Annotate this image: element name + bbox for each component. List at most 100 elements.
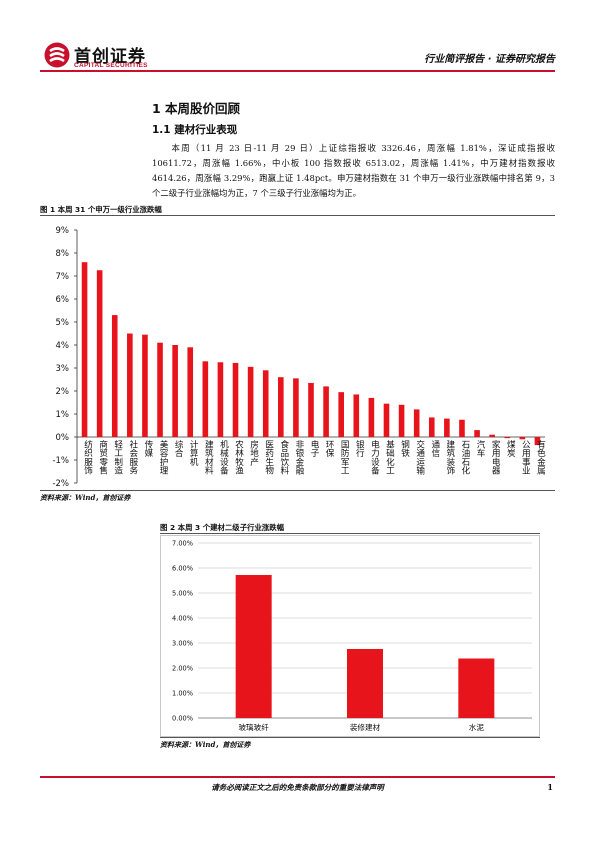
chart1-y-tick-label: -2%: [52, 479, 69, 489]
report-type: 行业简评报告 · 证券研究报告: [424, 54, 555, 65]
chart1-bar: [232, 362, 239, 437]
chart2-bar: [458, 658, 495, 718]
chart1-category-label: 轻工制造: [113, 439, 123, 476]
chart1-category-label: 交通运输: [415, 439, 425, 476]
chart2-y-tick-label: 7.00%: [172, 540, 193, 548]
chart1-bar: [127, 333, 133, 437]
chart1-y-tick-label: 5%: [56, 318, 70, 328]
chart1-category-label: 社会服务: [128, 439, 138, 476]
chart1-bar: [293, 378, 299, 437]
footer-divider: [40, 776, 555, 778]
logo-text-en: CAPITAL SECURITIES: [74, 62, 148, 69]
chart1-bar: [489, 434, 495, 437]
chart1-category-label: 房地产: [249, 439, 259, 467]
chart2-y-tick-label: 6.00%: [172, 565, 193, 573]
logo-mark-icon: [44, 42, 70, 68]
chart1-bar: [111, 315, 118, 437]
figure2-title: 图 2 本周 3 个建材二级子行业涨跌幅: [160, 523, 285, 532]
chart1-y-tick-label: 0%: [56, 433, 70, 443]
chart1-category-label: 医药生物: [264, 440, 274, 476]
chart1-bar: [187, 347, 194, 437]
chart1-bar: [278, 377, 284, 437]
chart1-category-label: 电子: [309, 439, 319, 458]
chart1-category-label: 建筑材料: [203, 439, 213, 476]
chart1-bar: [504, 437, 511, 439]
chart1-category-label: 基础化工: [384, 439, 394, 475]
footer-disclaimer: 请务必阅读正文之后的免责条款部分的重要法律声明: [211, 783, 384, 792]
chart1-category-label: 有色金属: [535, 439, 545, 476]
figure2-top-rule: [160, 533, 540, 534]
chart1-y-tick-label: 9%: [56, 226, 70, 236]
chart1-bar: [368, 397, 375, 437]
chart1-category-label: 商贸零售: [98, 439, 108, 476]
chart1-bar: [96, 270, 103, 437]
figure1-title: 图 1 本周 31 个申万一级行业涨跌幅: [40, 205, 162, 214]
figure2-bottom-rule: [160, 737, 540, 738]
chart1-bar: [459, 419, 465, 437]
chart2-category-label: 水泥: [469, 722, 485, 732]
chart1-y-tick-label: 3%: [56, 364, 70, 374]
chart1-category-label: 环保: [324, 440, 334, 459]
chart1-category-label: 纺织服饰: [83, 439, 93, 476]
company-logo: 首创证券 CAPITAL SECURITIES: [44, 40, 164, 74]
header-divider: [40, 70, 555, 72]
chart2-y-tick-label: 3.00%: [172, 640, 193, 648]
chart1-bar: [338, 392, 344, 437]
figure1-top-rule: [40, 215, 555, 216]
chart2-y-tick-label: 0.00%: [172, 715, 193, 723]
chart1-category-label: 食品饮料: [279, 439, 289, 476]
chart1-bar: [474, 430, 480, 437]
chart2-bar: [347, 649, 383, 718]
chart1-category-label: 公用事业: [520, 440, 530, 474]
chart1-bar: [81, 262, 88, 437]
body-paragraph-text: 本周（11 月 23 日-11 月 29 日）上证综指报收 3326.46，周涨…: [152, 143, 555, 198]
figure2-source: 资料来源：Wind，首创证券: [160, 740, 251, 749]
chart1-bar: [308, 382, 314, 437]
chart1-bar: [157, 342, 163, 437]
figure1-source: 资料来源：Wind，首创证券: [40, 493, 131, 502]
chart1-bar: [172, 345, 178, 437]
chart1-category-label: 石油石化: [460, 440, 470, 475]
chart1-category-label: 煤炭: [505, 439, 515, 459]
section-title: 1 本周股价回顾: [152, 101, 241, 116]
logo-text-cn: 首创证券: [74, 47, 146, 67]
chart1-category-label: 国防军工: [339, 440, 349, 475]
chart1-bar: [428, 417, 435, 437]
chart1-category-label: 美容护理: [158, 439, 168, 475]
chart1-bar: [444, 418, 450, 437]
figure1-bottom-rule: [40, 490, 555, 491]
chart1-bar: [142, 334, 148, 437]
chart1-category-label: 电力设备: [369, 439, 379, 475]
figure1-chart: -2% -1% 0% 1% 2% 3% 4% 5% 6% 7% 8% 9% 纺织服饰 商贸零售 轻工制造 社会…: [52, 226, 545, 489]
chart1-category-label: 机械设备: [218, 439, 228, 475]
chart1-y-tick-label: 8%: [56, 249, 70, 259]
chart2-y-tick-label: 2.00%: [172, 665, 193, 673]
chart2-category-label: 装修建材: [350, 722, 381, 732]
chart1-bar: [519, 437, 526, 440]
chart2-y-tick-label: 1.00%: [172, 690, 193, 698]
chart2-bar: [235, 575, 272, 718]
chart1-category-label: 计算机: [188, 439, 198, 467]
chart1-category-label: 农林牧渔: [234, 439, 244, 475]
chart1-category-label: 家用电器: [490, 439, 500, 475]
chart1-bar: [262, 370, 269, 437]
chart1-bar: [398, 404, 405, 437]
chart1-category-label: 钢铁: [400, 439, 410, 459]
chart1-category-label: 汽车: [475, 439, 485, 459]
chart1-bar: [353, 394, 360, 437]
chart1-y-tick-label: 2%: [56, 387, 70, 397]
chart1-category-label: 建筑装饰: [445, 439, 455, 476]
chart1-y-tick-label: 6%: [56, 295, 70, 305]
chart2-y-tick-label: 4.00%: [172, 615, 193, 623]
chart2-frame: [160, 535, 540, 737]
chart1-y-tick-label: 4%: [56, 341, 70, 351]
chart1-bar: [217, 362, 224, 437]
chart1-category-label: 非银金融: [294, 439, 304, 476]
chart1-bar: [247, 366, 254, 437]
chart1-y-tick-label: 1%: [56, 410, 70, 420]
chart1-bar: [413, 409, 420, 437]
section-subtitle: 1.1 建材行业表现: [152, 124, 238, 136]
page-number: 1: [547, 782, 553, 792]
chart2-category-label: 玻璃玻纤: [238, 722, 269, 732]
chart2-y-tick-label: 5.00%: [172, 590, 193, 598]
